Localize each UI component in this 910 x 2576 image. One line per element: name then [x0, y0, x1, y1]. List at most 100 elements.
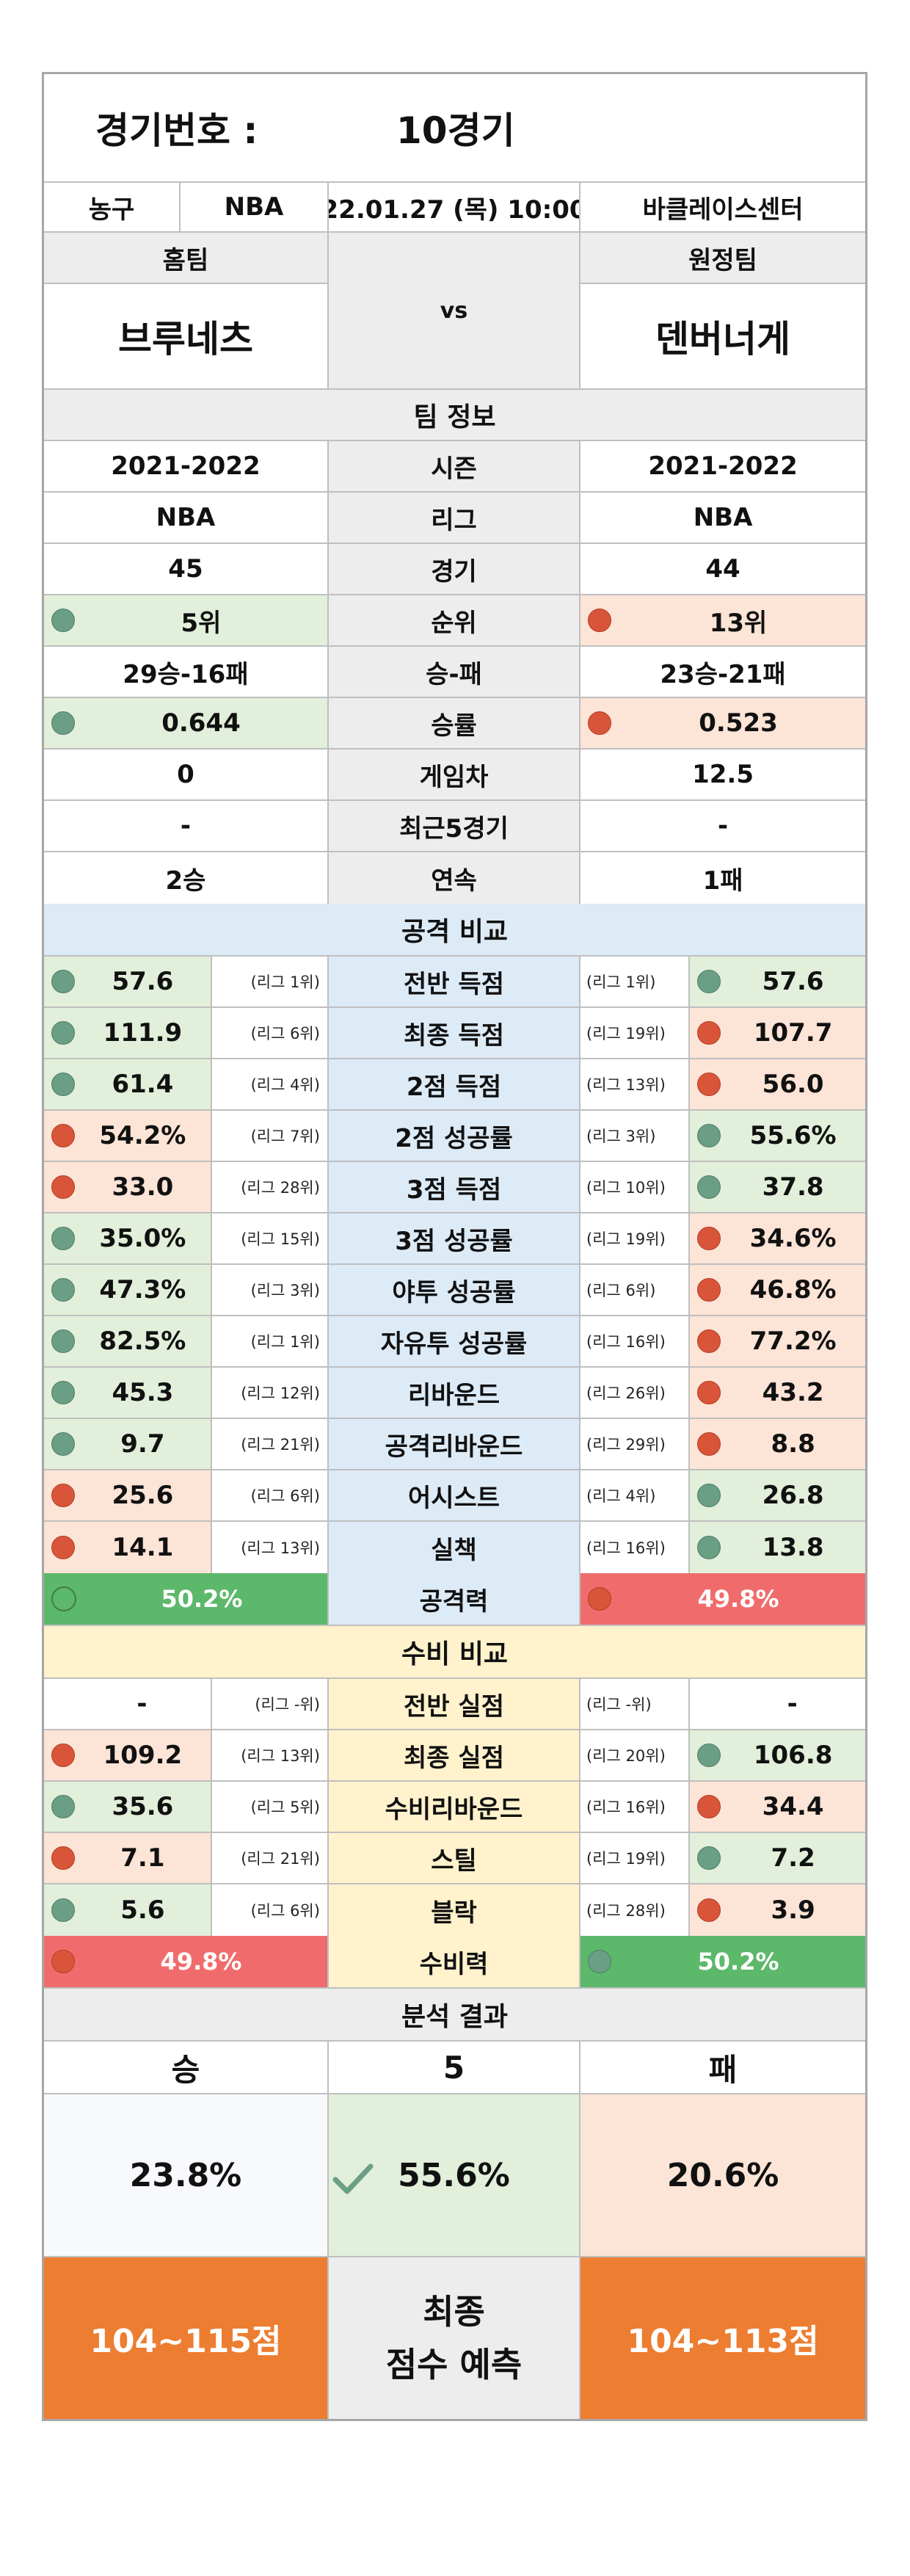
offense-stat-label: 2점 성공률 [328, 1111, 581, 1161]
offense-away-value: 13.8 [762, 1533, 824, 1562]
offense-home-rank: (리그 4위) [212, 1059, 329, 1109]
info-away-value: 44 [705, 554, 740, 584]
offense-home-rank: (리그 6위) [212, 1008, 329, 1058]
defense-power-away-cell: 50.2% [580, 1936, 865, 1987]
circle-icon [51, 1021, 75, 1045]
info-home-value: 45 [44, 544, 329, 594]
defense-power-away: 50.2% [697, 1948, 779, 1975]
circle-icon [51, 1950, 75, 1973]
offense-home-rank: (리그 28위) [212, 1162, 329, 1212]
offense-away-rank: (리그 4위) [580, 1470, 691, 1520]
defense-away-value: 3.9 [771, 1895, 815, 1925]
defense-stat-row: 7.1 (리그 21위) 스틸 (리그 19위) 7.2 [44, 1833, 865, 1884]
team-info-row: NBA 리그 NBA [44, 493, 865, 544]
defense-home-rank: (리그 13위) [212, 1730, 329, 1780]
offense-home-value-cell: 25.6 [44, 1470, 212, 1520]
defense-header: 수비 비교 [44, 1626, 865, 1679]
offense-home-value-cell: 111.9 [44, 1008, 212, 1058]
offense-away-rank: (리그 19위) [580, 1213, 691, 1263]
offense-home-value: 61.4 [112, 1070, 174, 1099]
lose-pct: 20.6% [580, 2094, 865, 2256]
offense-away-value: 26.8 [762, 1481, 824, 1510]
offense-away-rank: (리그 16위) [580, 1316, 691, 1366]
offense-home-value-cell: 33.0 [44, 1162, 212, 1212]
defense-power-label: 수비력 [328, 1936, 581, 1987]
defense-home-rank: (리그 6위) [212, 1884, 329, 1936]
offense-stat-label: 3점 성공률 [328, 1213, 581, 1263]
team-info-row: - 최근5경기 - [44, 801, 865, 852]
offense-stat-label: 최종 득점 [328, 1008, 581, 1058]
circle-icon [51, 1381, 75, 1404]
info-row-label: 시즌 [328, 441, 581, 491]
offense-home-rank: (리그 21위) [212, 1419, 329, 1469]
offense-away-rank: (리그 10위) [580, 1162, 691, 1212]
offense-away-rank: (리그 19위) [580, 1008, 691, 1058]
offense-stat-row: 54.2% (리그 7위) 2점 성공률 (리그 3위) 55.6% [44, 1111, 865, 1162]
venue-cell: 바클레이스센터 [642, 195, 804, 225]
info-away-value: 1패 [702, 866, 743, 896]
info-away-value: - [717, 811, 729, 841]
team-info-row: 2021-2022 시즌 2021-2022 [44, 441, 865, 493]
offense-stat-label: 공격리바운드 [328, 1419, 581, 1469]
offense-away-value-cell: 46.8% [690, 1265, 865, 1315]
offense-power-row: 50.2% 공격력 49.8% [44, 1573, 865, 1626]
circle-icon [697, 1536, 721, 1559]
defense-away-value: 34.4 [762, 1792, 824, 1821]
circle-icon [588, 711, 612, 735]
info-home-cell: 0.644 [44, 698, 329, 748]
offense-away-rank: (리그 29위) [580, 1419, 691, 1469]
offense-away-value: 8.8 [771, 1429, 815, 1459]
defense-stat-row: 35.6 (리그 5위) 수비리바운드 (리그 16위) 34.4 [44, 1782, 865, 1833]
defense-away-rank: (리그 16위) [580, 1782, 691, 1832]
circle-icon [697, 1175, 721, 1199]
defense-stat-label: 전반 실점 [328, 1679, 581, 1729]
offense-rows: 57.6 (리그 1위) 전반 득점 (리그 1위) 57.6 111.9 (리그 6위) 최… [44, 957, 865, 1573]
offense-stat-label: 자유투 성공률 [328, 1316, 581, 1366]
offense-away-value: 55.6% [749, 1121, 837, 1150]
away-team-name: 덴버너게 [655, 318, 791, 360]
team-info-row: 0 게임차 12.5 [44, 750, 865, 801]
offense-home-value: 54.2% [99, 1121, 186, 1150]
defense-home-rank: (리그 21위) [212, 1833, 329, 1883]
circle-icon [51, 1898, 75, 1922]
offense-home-rank: (리그 1위) [212, 957, 329, 1006]
offense-stat-row: 33.0 (리그 28위) 3점 득점 (리그 10위) 37.8 [44, 1162, 865, 1213]
circle-icon [697, 1484, 721, 1507]
circle-icon [51, 1536, 75, 1559]
offense-stat-row: 47.3% (리그 3위) 야투 성공률 (리그 6위) 46.8% [44, 1265, 865, 1316]
defense-home-value: 7.1 [120, 1843, 165, 1873]
defense-power-row: 49.8% 수비력 50.2% [44, 1936, 865, 1989]
vs-cell: vs [328, 233, 581, 388]
offense-home-value-cell: 54.2% [44, 1111, 212, 1161]
win-pct: 23.8% [44, 2094, 329, 2256]
info-away-value: 13위 [709, 608, 768, 638]
defense-away-value-cell: - [690, 1679, 865, 1729]
offense-away-rank: (리그 16위) [580, 1522, 691, 1573]
circle-icon [51, 1586, 76, 1611]
info-away-cell: 13위 [580, 595, 865, 645]
defense-home-value: 109.2 [103, 1741, 183, 1770]
circle-icon [697, 1744, 721, 1767]
offense-power-label: 공격력 [328, 1573, 581, 1625]
defense-title: 수비 비교 [401, 1639, 508, 1669]
offense-power-home-cell: 50.2% [44, 1573, 329, 1625]
info-home-value: 2승 [44, 852, 329, 904]
offense-away-value-cell: 56.0 [690, 1059, 865, 1109]
circle-icon [697, 1021, 721, 1045]
defense-away-value: 106.8 [753, 1741, 833, 1770]
team-info-row: 2승 연속 1패 [44, 852, 865, 904]
offense-home-value: 45.3 [112, 1378, 174, 1407]
info-away-value: NBA [693, 503, 753, 532]
defense-home-value: 5.6 [120, 1895, 165, 1925]
offense-home-value: 47.3% [99, 1275, 186, 1305]
circle-icon [697, 1124, 721, 1147]
circle-icon [697, 1073, 721, 1096]
title-row: 경기번호 : 10경기 [44, 74, 865, 183]
offense-away-rank: (리그 6위) [580, 1265, 691, 1315]
defense-power-home: 49.8% [160, 1948, 242, 1975]
match-analysis-sheet: 경기번호 : 10경기 농구 NBA 22.01.27 (목) 10:00 바클… [42, 72, 867, 2421]
offense-home-value: 57.6 [112, 967, 174, 996]
offense-away-rank: (리그 13위) [580, 1059, 691, 1109]
defense-away-value-cell: 3.9 [690, 1884, 865, 1936]
circle-icon [697, 1898, 721, 1922]
